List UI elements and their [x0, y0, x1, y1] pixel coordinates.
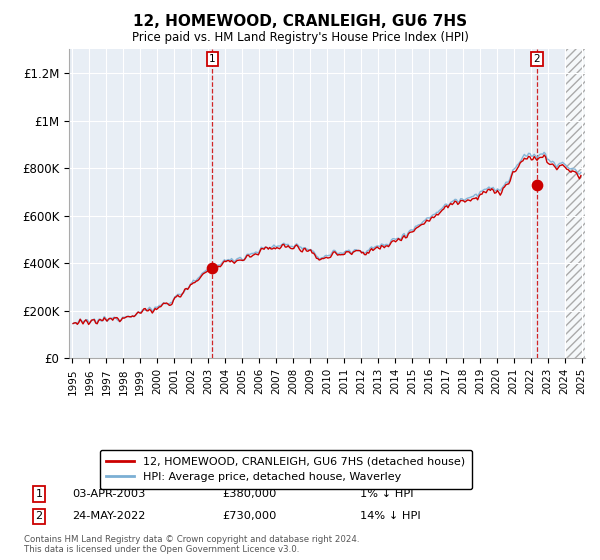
Text: 1: 1	[35, 489, 43, 499]
Text: Price paid vs. HM Land Registry's House Price Index (HPI): Price paid vs. HM Land Registry's House …	[131, 31, 469, 44]
Bar	[565, 49, 590, 358]
Bar	[565, 49, 590, 358]
Text: £380,000: £380,000	[222, 489, 277, 499]
Text: 1% ↓ HPI: 1% ↓ HPI	[360, 489, 413, 499]
Text: 2: 2	[533, 54, 540, 64]
Text: 24-MAY-2022: 24-MAY-2022	[72, 511, 145, 521]
Text: 2: 2	[35, 511, 43, 521]
Text: £730,000: £730,000	[222, 511, 277, 521]
Legend: 12, HOMEWOOD, CRANLEIGH, GU6 7HS (detached house), HPI: Average price, detached : 12, HOMEWOOD, CRANLEIGH, GU6 7HS (detach…	[100, 450, 472, 489]
Text: 1: 1	[209, 54, 216, 64]
Text: Contains HM Land Registry data © Crown copyright and database right 2024.
This d: Contains HM Land Registry data © Crown c…	[24, 535, 359, 554]
Point	[532, 180, 542, 189]
Text: 12, HOMEWOOD, CRANLEIGH, GU6 7HS: 12, HOMEWOOD, CRANLEIGH, GU6 7HS	[133, 14, 467, 29]
Text: 14% ↓ HPI: 14% ↓ HPI	[360, 511, 421, 521]
Text: 03-APR-2003: 03-APR-2003	[72, 489, 145, 499]
Point	[208, 264, 217, 273]
